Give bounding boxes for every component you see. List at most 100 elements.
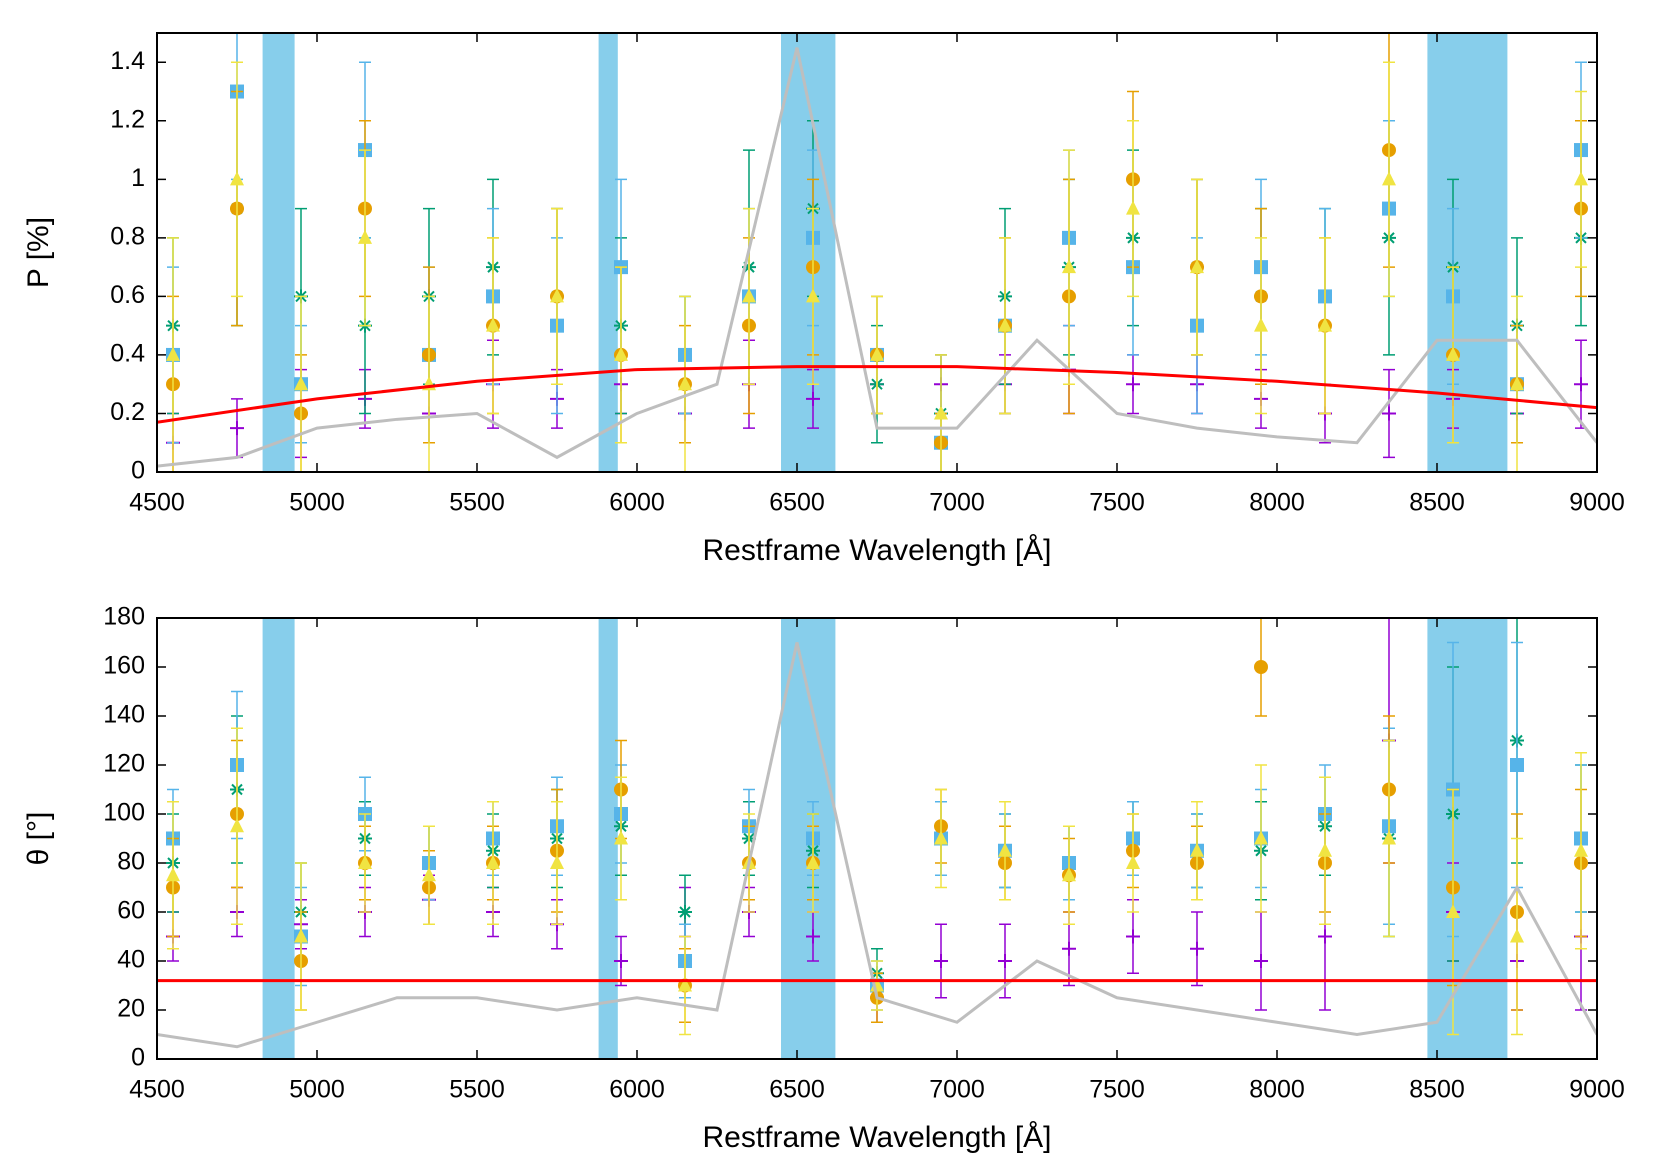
marker xyxy=(1574,377,1588,392)
marker xyxy=(934,830,948,845)
marker xyxy=(742,288,756,303)
marker xyxy=(358,855,372,869)
marker xyxy=(166,346,180,361)
marker xyxy=(1190,259,1204,274)
marker xyxy=(806,929,820,944)
marker xyxy=(1574,171,1588,186)
line xyxy=(157,47,1597,468)
marker xyxy=(1510,376,1524,391)
marker xyxy=(1254,830,1268,845)
marker xyxy=(1382,406,1396,421)
x-tick-label: 6000 xyxy=(609,489,665,517)
y-tick-label: 1.4 xyxy=(110,47,145,75)
marker xyxy=(1382,171,1396,186)
y-tick-label: 80 xyxy=(117,848,145,876)
x-tick-label: 4500 xyxy=(129,489,185,517)
marker xyxy=(678,977,692,992)
marker xyxy=(998,842,1012,857)
band xyxy=(598,618,618,1059)
marker xyxy=(1126,929,1140,944)
x-tick-label: 5000 xyxy=(289,489,345,517)
marker xyxy=(486,317,500,332)
y-tick-label: 60 xyxy=(117,897,145,925)
marker xyxy=(1510,928,1524,943)
y-tick-label: 0 xyxy=(131,457,145,485)
marker xyxy=(1062,941,1076,956)
marker xyxy=(1318,929,1332,944)
x-axis-label: Restframe Wavelength [Å] xyxy=(702,1121,1051,1154)
panel: 4500 5000 5500 6000 6500 7000 7500 8000 8500 9000… xyxy=(22,32,1625,567)
marker xyxy=(230,171,244,186)
marker xyxy=(614,346,628,361)
marker xyxy=(806,288,820,303)
marker xyxy=(550,855,564,869)
y-tick-label: 140 xyxy=(103,701,145,729)
y-tick-label: 0.6 xyxy=(110,281,145,309)
marker xyxy=(1126,377,1140,392)
marker xyxy=(294,376,308,391)
marker xyxy=(1254,317,1268,332)
marker xyxy=(1126,200,1140,215)
marker xyxy=(1446,346,1460,361)
line xyxy=(157,642,1597,1049)
band xyxy=(1427,33,1508,472)
x-tick-label: 5000 xyxy=(289,1076,345,1104)
x-tick-label: 6000 xyxy=(609,1076,665,1104)
x-axis-label: Restframe Wavelength [Å] xyxy=(702,534,1051,567)
x-tick-label: 7000 xyxy=(929,1076,985,1104)
marker xyxy=(998,954,1012,968)
x-tick-label: 8500 xyxy=(1409,1076,1465,1104)
marker xyxy=(870,346,884,361)
y-tick-label: 100 xyxy=(103,799,145,827)
y-axis-label: P [%] xyxy=(22,217,55,288)
x-tick-label: 8000 xyxy=(1249,1076,1305,1104)
marker xyxy=(806,855,820,869)
marker xyxy=(934,405,948,420)
x-tick-label: 7000 xyxy=(929,489,985,517)
plot-frame xyxy=(156,617,1598,1060)
x-tick-label: 5500 xyxy=(449,1076,505,1104)
x-tick-label: 6500 xyxy=(769,489,825,517)
y-tick-label: 0.2 xyxy=(110,398,145,426)
plot-frame xyxy=(156,32,1598,473)
x-tick-label: 8500 xyxy=(1409,489,1465,517)
marker xyxy=(1254,660,1268,674)
y-tick-label: 180 xyxy=(103,603,145,631)
x-tick-label: 8000 xyxy=(1249,489,1305,517)
marker xyxy=(1190,842,1204,857)
marker xyxy=(1318,317,1332,332)
marker xyxy=(230,421,244,436)
marker xyxy=(614,954,628,968)
x-tick-label: 5500 xyxy=(449,489,505,517)
y-tick-label: 0 xyxy=(131,1044,145,1072)
x-tick-label: 7500 xyxy=(1089,1076,1145,1104)
band xyxy=(598,33,618,472)
marker xyxy=(678,905,692,919)
y-tick-label: 160 xyxy=(103,652,145,680)
y-tick-label: 1 xyxy=(131,164,145,192)
y-tick-label: 0.4 xyxy=(110,340,145,368)
marker xyxy=(1382,830,1396,845)
marker xyxy=(1126,855,1140,869)
marker xyxy=(550,288,564,303)
band xyxy=(262,618,295,1059)
marker xyxy=(230,818,244,833)
marker xyxy=(166,867,180,882)
x-tick-label: 7500 xyxy=(1089,489,1145,517)
marker xyxy=(358,229,372,244)
marker xyxy=(1510,758,1524,772)
y-tick-label: 0.8 xyxy=(110,222,145,250)
marker xyxy=(934,954,948,968)
x-tick-label: 9000 xyxy=(1569,489,1625,517)
marker xyxy=(1446,904,1460,918)
marker xyxy=(1318,842,1332,857)
x-tick-label: 4500 xyxy=(129,1076,185,1104)
marker xyxy=(678,376,692,391)
y-tick-label: 20 xyxy=(117,995,145,1023)
line xyxy=(157,365,1597,424)
marker xyxy=(1062,867,1076,882)
marker xyxy=(294,928,308,943)
panel: 4500 5000 5500 6000 6500 7000 7500 8000 8500 9000… xyxy=(22,603,1625,1154)
marker xyxy=(806,391,820,406)
